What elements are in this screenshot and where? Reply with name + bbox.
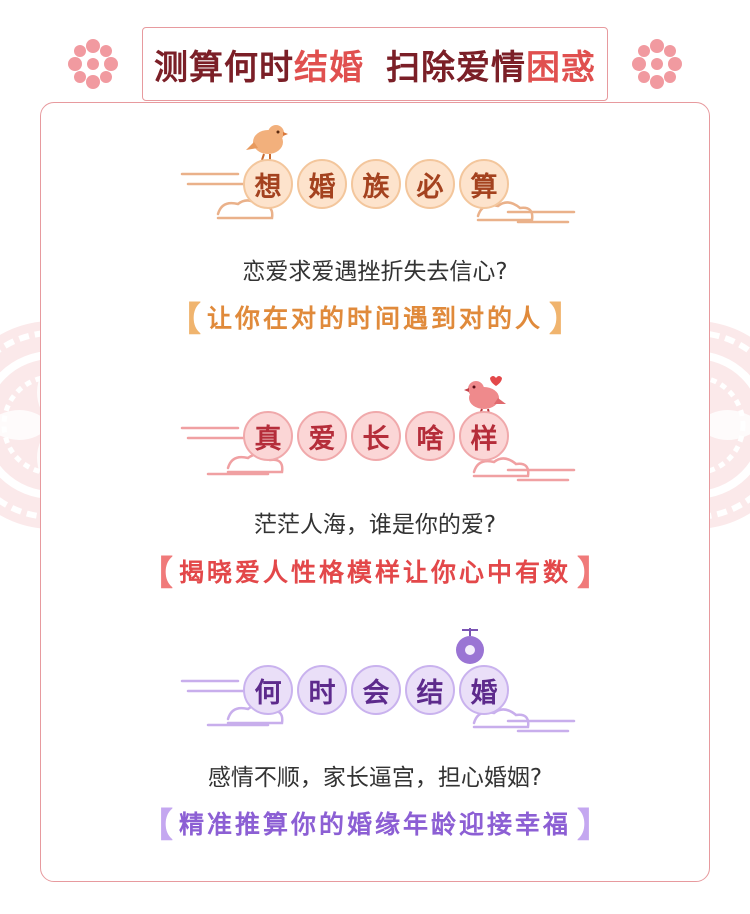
section-3-question: 感情不顺，家长逼宫，担心婚姻? [207,765,543,791]
chip: 长 [351,411,401,461]
section-3-chips: 何 时 会 结 婚 [243,665,509,715]
chip: 结 [405,665,455,715]
cloud-icon [180,426,576,482]
chip: 爱 [297,411,347,461]
flower-icon [68,39,118,89]
pendant-icon [456,628,484,664]
chip: 样 [459,411,509,461]
love-bird-icon [464,376,506,414]
page-title-part1: 测算何时结婚 [154,47,364,88]
chip: 啥 [405,411,455,461]
chip: 算 [459,159,509,209]
chip: 婚 [297,159,347,209]
chip: 会 [351,665,401,715]
chip: 想 [243,159,293,209]
bird-icon [246,125,288,160]
chip: 婚 [459,665,509,715]
chip: 时 [297,665,347,715]
chip: 族 [351,159,401,209]
section-1-tagline: 【 让你在对的时间遇到对的人 】 [166,300,583,340]
flower-icon [632,39,682,89]
chip: 必 [405,159,455,209]
title-banner: 测算何时结婚 扫除爱情困惑 [66,27,684,101]
section-2-tagline: 【 揭晓爱人性格模样让你心中有数 】 [138,554,611,594]
chip: 何 [243,665,293,715]
section-1-question: 恋爱求爱遇挫折失去信心? [242,259,508,285]
section-1-chips: 想 婚 族 必 算 [243,159,509,209]
section-2-question: 茫茫人海，谁是你的爱? [253,512,497,538]
section-2-chips: 真 爱 长 啥 样 [243,411,509,461]
page-title-part2: 扫除爱情困惑 [386,47,596,88]
section-3-tagline: 【 精准推算你的婚缘年龄迎接幸福 】 [138,806,611,846]
content-panel [40,102,710,882]
chip: 真 [243,411,293,461]
